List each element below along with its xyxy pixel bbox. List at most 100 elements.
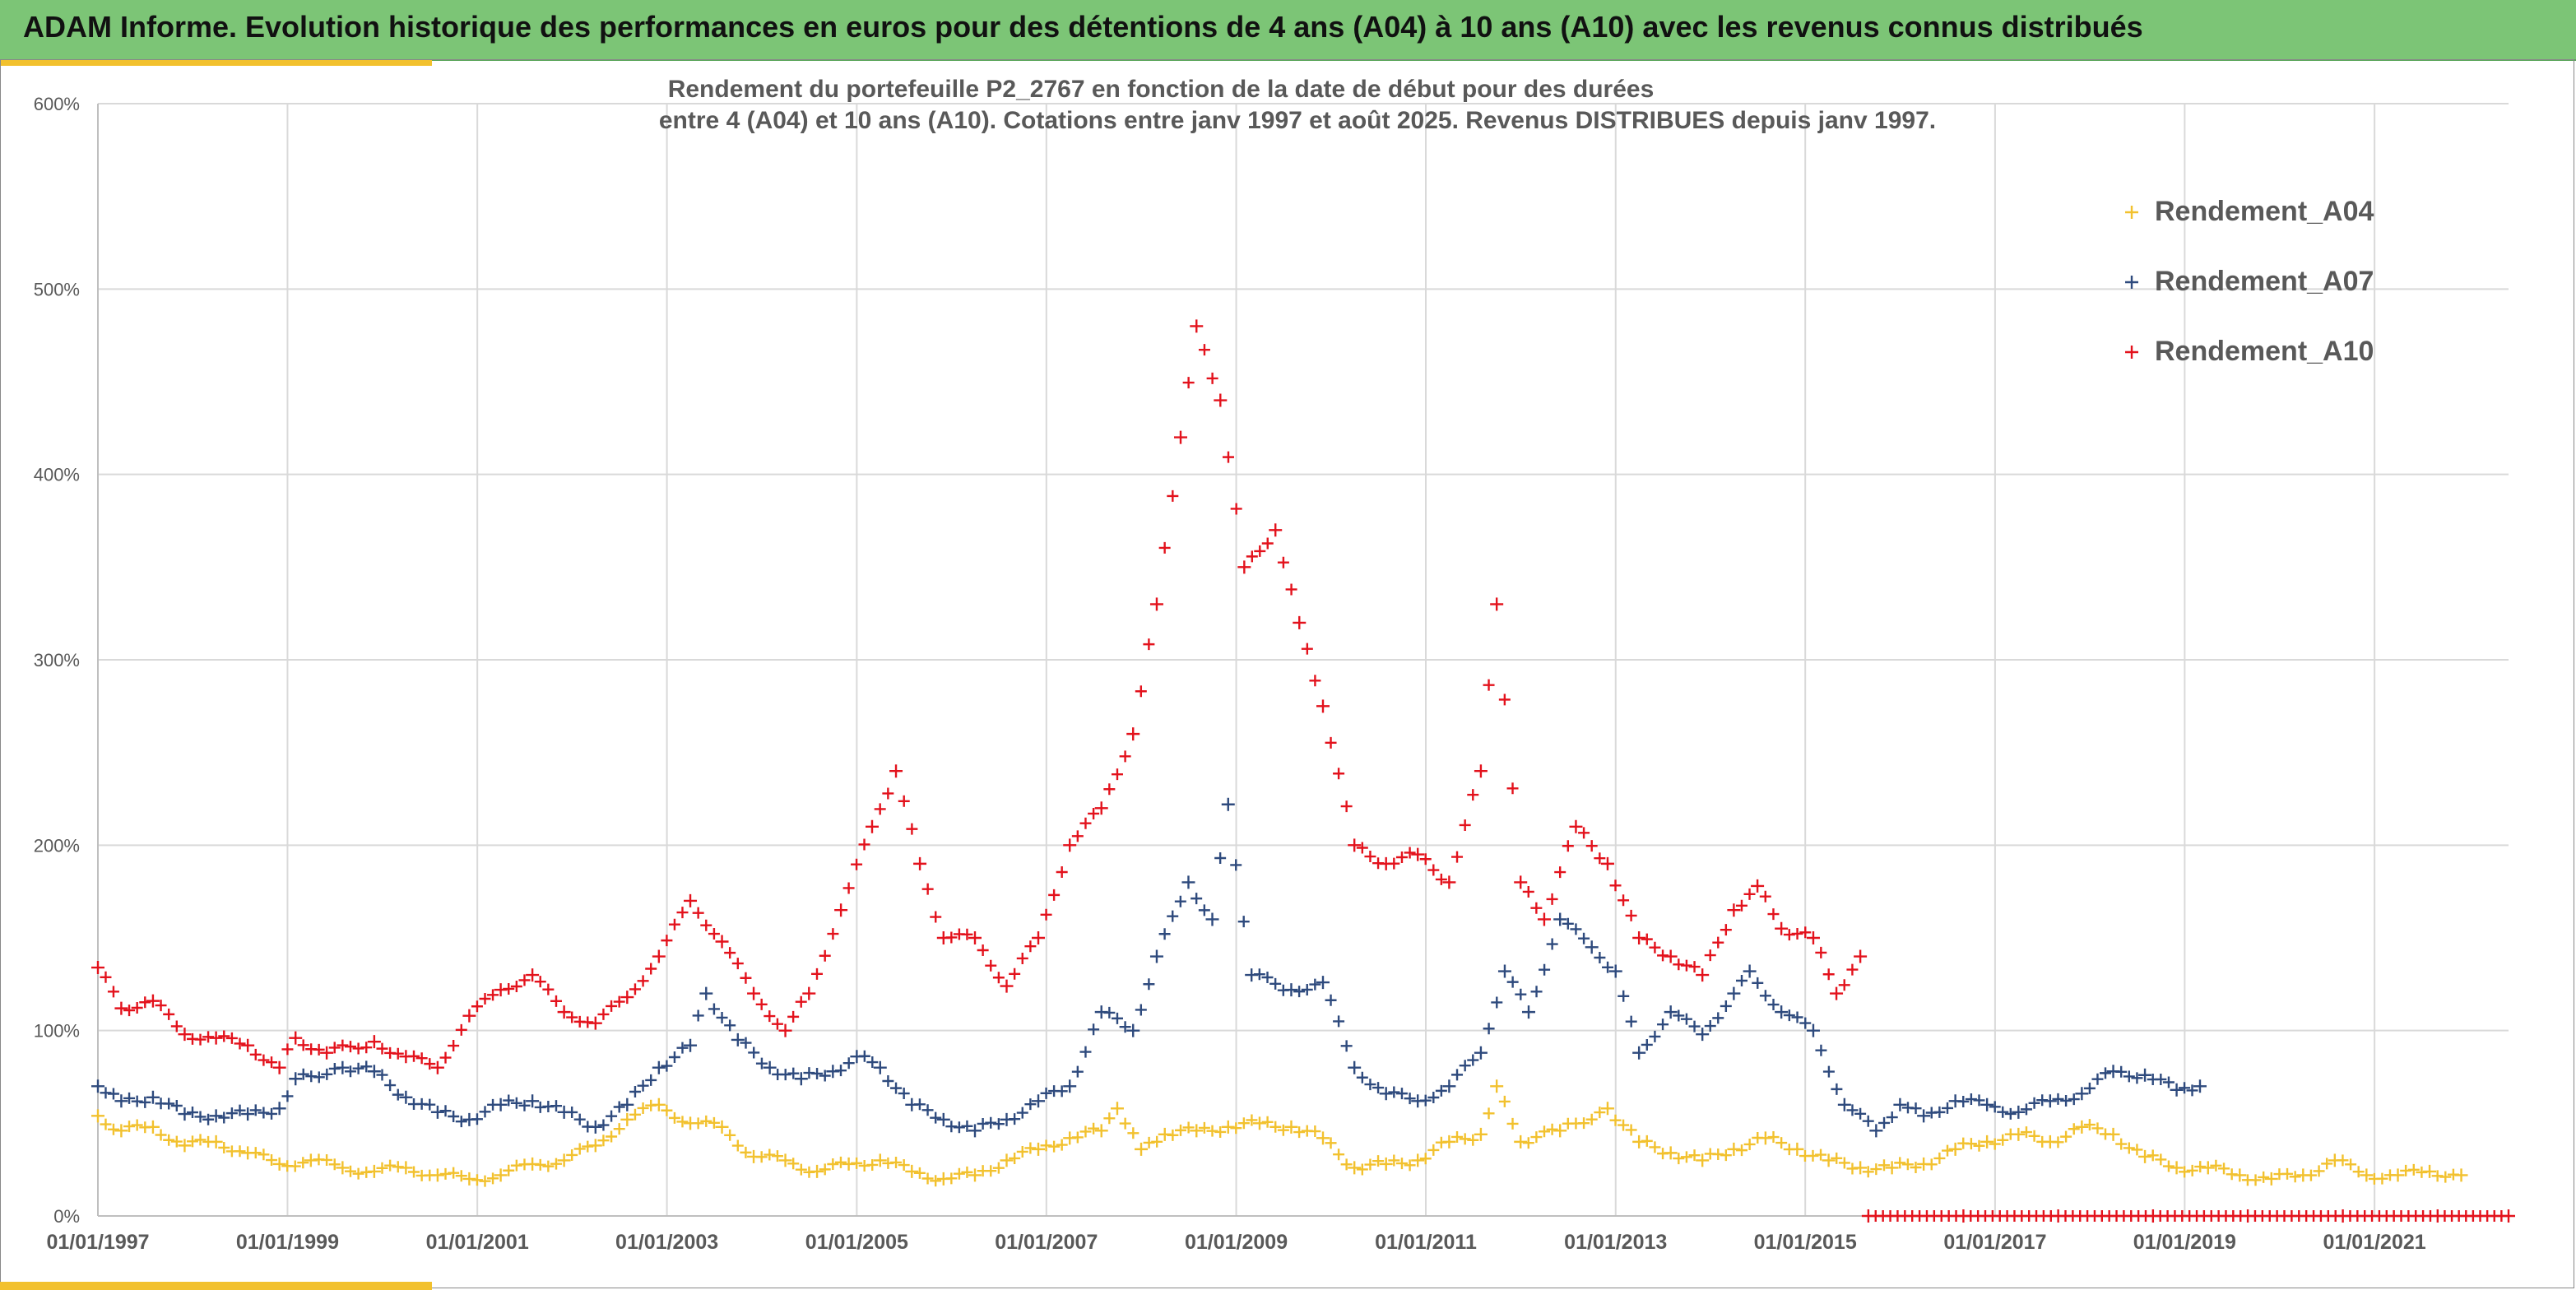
- series-Rendement_A07: [91, 797, 2207, 1138]
- series-marker: [1649, 941, 1661, 954]
- data-point-Rendement_A07: [1284, 983, 1298, 997]
- series-marker: [1720, 1000, 1732, 1012]
- series-marker: [550, 995, 562, 1007]
- series-marker: [1807, 1149, 1819, 1162]
- series-marker: [503, 1094, 515, 1107]
- series-marker: [1625, 909, 1637, 921]
- series-marker: [1182, 377, 1195, 389]
- data-point-Rendement_A04: [91, 1109, 104, 1123]
- series-Rendement_A10: [91, 319, 2515, 1223]
- series-marker: [1356, 1163, 1368, 1176]
- data-point-Rendement_A04: [715, 1120, 729, 1134]
- series-marker: [424, 1098, 436, 1111]
- series-marker: [953, 1121, 965, 1134]
- series-marker: [1688, 961, 1701, 973]
- series-marker: [795, 1163, 807, 1176]
- series-marker: [360, 1042, 373, 1054]
- series-marker: [1736, 1144, 1748, 1157]
- data-point-Rendement_A10: [1830, 986, 1844, 1000]
- series-marker: [921, 1104, 934, 1116]
- series-marker: [1079, 817, 1092, 829]
- data-point-Rendement_A04: [367, 1164, 381, 1178]
- data-point-Rendement_A10: [1237, 560, 1251, 574]
- series-marker: [1562, 917, 1574, 930]
- series-marker: [170, 1100, 183, 1111]
- series-marker: [258, 1054, 270, 1066]
- y-tick-label: 400%: [34, 465, 80, 485]
- data-point-Rendement_A07: [1497, 964, 1511, 978]
- data-point-Rendement_A04: [1284, 1120, 1298, 1134]
- data-point-Rendement_A07: [1474, 1046, 1488, 1060]
- grid-layer: [97, 103, 2509, 1217]
- data-point-Rendement_A07: [620, 1097, 634, 1111]
- data-point-Rendement_A07: [1664, 1005, 1678, 1019]
- series-marker: [1119, 750, 1131, 763]
- series-marker: [1791, 927, 1803, 940]
- data-point-Rendement_A07: [399, 1090, 413, 1104]
- report-banner: ADAM Informe. Evolution historique des p…: [0, 0, 2576, 61]
- series-marker: [1325, 1137, 1337, 1149]
- series-marker: [1854, 1107, 1867, 1120]
- data-point-Rendement_A10: [462, 1009, 476, 1023]
- series-marker: [1910, 1162, 1922, 1174]
- series-marker: [1261, 537, 1274, 550]
- series-marker: [827, 1158, 839, 1171]
- series-marker: [1989, 1101, 2001, 1113]
- data-point-Rendement_A07: [1775, 1005, 1789, 1019]
- series-marker: [266, 1107, 278, 1120]
- series-marker: [1309, 675, 1321, 687]
- data-point-Rendement_A10: [1854, 949, 1868, 963]
- series-marker: [234, 1037, 246, 1050]
- series-marker: [1372, 1155, 1385, 1167]
- series-marker: [1641, 1038, 1653, 1051]
- legend-marker-Rendement_A07: [2125, 276, 2138, 289]
- data-point-Rendement_A04: [1885, 1161, 1899, 1175]
- series-marker: [258, 1148, 270, 1161]
- series-marker: [194, 1033, 207, 1046]
- series-marker: [297, 1039, 309, 1051]
- series-marker: [724, 1019, 736, 1032]
- series-marker: [107, 1123, 119, 1135]
- series-marker: [898, 795, 910, 807]
- series-marker: [819, 1070, 831, 1082]
- series-marker: [1618, 990, 1630, 1002]
- series-marker: [471, 1174, 483, 1186]
- series-marker: [1395, 851, 1408, 864]
- axis-layer: 0% 100% 200% 300% 400% 500% 600% 01/01/1997 01/0…: [34, 94, 2509, 1254]
- series-marker: [550, 1100, 562, 1112]
- series-marker: [1831, 1083, 1843, 1095]
- series-marker: [392, 1088, 404, 1101]
- series-marker: [1237, 916, 1250, 928]
- series-marker: [700, 919, 712, 931]
- series-marker: [1491, 996, 1503, 1009]
- series-marker: [1309, 1125, 1321, 1138]
- series-marker: [1016, 1107, 1028, 1119]
- series-marker: [1815, 1044, 1827, 1056]
- series-marker: [131, 1095, 143, 1107]
- series-marker: [1230, 859, 1242, 871]
- series-marker: [692, 1117, 704, 1130]
- series-marker: [1862, 1166, 1874, 1178]
- series-marker: [2091, 1073, 2104, 1085]
- series-marker: [2068, 1093, 2080, 1106]
- data-point-Rendement_A07: [1553, 912, 1567, 926]
- series-marker: [1175, 1124, 1187, 1136]
- series-marker: [573, 1113, 586, 1125]
- x-tick-label: 01/01/1999: [236, 1231, 339, 1254]
- series-marker: [992, 1118, 1005, 1130]
- series-marker: [123, 1121, 136, 1133]
- series-marker: [123, 1005, 136, 1017]
- series-marker: [163, 1134, 175, 1146]
- data-point-Rendement_A10: [715, 935, 729, 949]
- series-marker: [249, 1147, 262, 1159]
- series-marker: [961, 928, 973, 940]
- series-marker: [1048, 1140, 1061, 1153]
- data-point-Rendement_A07: [2075, 1087, 2089, 1101]
- data-point-Rendement_A10: [1775, 921, 1789, 935]
- series-marker: [1222, 451, 1234, 463]
- series-marker: [810, 968, 823, 980]
- series-marker: [834, 1156, 847, 1168]
- report-banner-title: ADAM Informe. Evolution historique des p…: [23, 10, 2143, 44]
- series-marker: [1530, 1131, 1543, 1144]
- series-marker: [1127, 1127, 1139, 1139]
